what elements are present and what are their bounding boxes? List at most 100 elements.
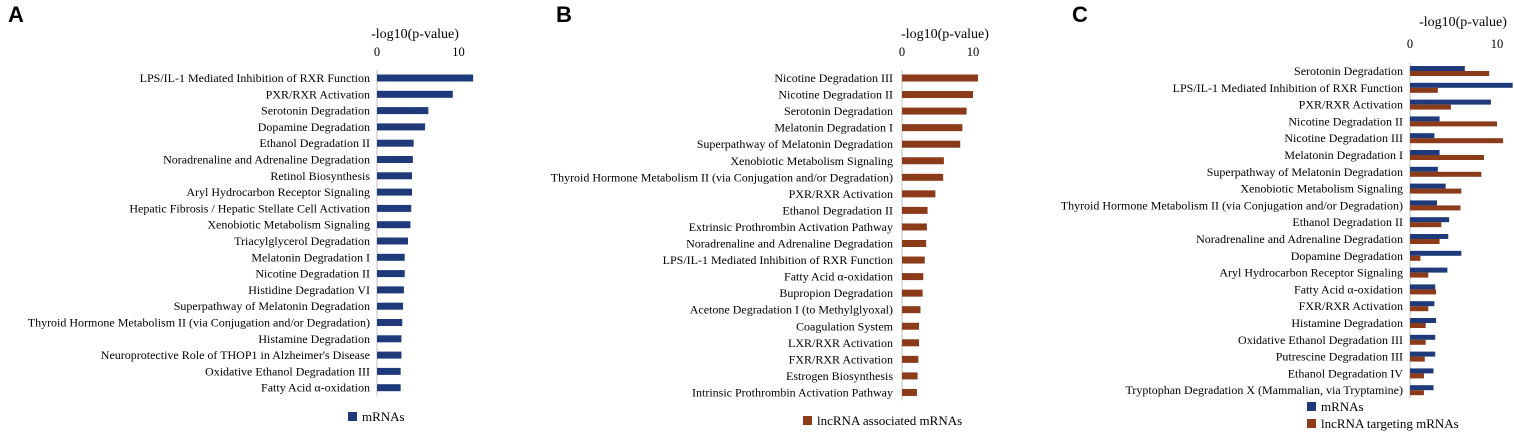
panel-a-axis-title: -log10(p-value) xyxy=(371,27,459,42)
panel-c-bar-lncrna-targeting-mrnas-tryptophan-degradation-x-mammalian-via-tryptamine xyxy=(1410,390,1424,396)
panel-b-category-label: Extrinsic Prothrombin Activation Pathway xyxy=(689,220,893,234)
panel-a-category-label: Dopamine Degradation xyxy=(258,120,370,134)
panel-c-bar-mrnas-histamine-degradation xyxy=(1410,318,1437,323)
panel-c-category-label: Thyroid Hormone Metabolism II (via Conju… xyxy=(1061,198,1403,212)
panel-a-bar-mrnas-retinol-biosynthesis xyxy=(377,172,413,180)
panel-c-bar-mrnas-xenobiotic-metabolism-signaling xyxy=(1410,183,1446,189)
panel-a-bar-mrnas-histamine-degradation xyxy=(377,335,402,343)
panel-c-bar-lncrna-targeting-mrnas-serotonin-degradation xyxy=(1410,71,1490,76)
panel-a-category-label: Retinol Biosynthesis xyxy=(270,169,370,183)
panel-c-category-label: Dopamine Degradation xyxy=(1291,249,1403,263)
panel-c-category-label: Nicotine Degradation II xyxy=(1288,114,1403,128)
legend-label-mrnas: mRNAs xyxy=(362,409,405,424)
panel-a-category-label: Histidine Degradation VI xyxy=(248,283,370,297)
panel-a-category-label: Nicotine Degradation II xyxy=(255,267,370,281)
panel-b-category-label: Coagulation System xyxy=(796,319,894,333)
panel-b-category-label: Noradrenaline and Adrenaline Degradation xyxy=(686,237,893,251)
panel-a-category-label: Noradrenaline and Adrenaline Degradation xyxy=(163,153,370,167)
panel-c-bar-mrnas-noradrenaline-and-adrenaline-degradation xyxy=(1410,234,1449,239)
panel-b-bar-lncrna-associated-mrnas-serotonin-degradation xyxy=(902,107,967,115)
panel-c-bar-mrnas-pxr-rxr-activation xyxy=(1410,99,1491,105)
legend-swatch-lncrna-targeting xyxy=(1307,419,1316,428)
panel-b-bar-lncrna-associated-mrnas-lps-il-1-mediated-inhibition-of-rxr-function xyxy=(902,256,925,264)
panel-a-category-label: Triacylglycerol Degradation xyxy=(234,234,370,248)
panel-c-bar-lncrna-targeting-mrnas-fxr-rxr-activation xyxy=(1410,306,1429,312)
panel-c-bar-lncrna-targeting-mrnas-lps-il-1-mediated-inhibition-of-rxr-function xyxy=(1410,87,1438,93)
panel-b-category-label: FXR/RXR Activation xyxy=(789,352,893,366)
panel-b-bar-lncrna-associated-mrnas-nicotine-degradation-ii xyxy=(902,91,973,99)
panel-c-category-label: Tryptophan Degradation X (Mammalian, via… xyxy=(1125,383,1403,397)
panel-c-bar-lncrna-targeting-mrnas-putrescine-degradation-iii xyxy=(1410,356,1425,362)
panel-a-bar-mrnas-fatty-acid-oxidation xyxy=(377,384,401,392)
panel-c-bar-lncrna-targeting-mrnas-ethanol-degradation-ii xyxy=(1410,222,1442,228)
panel-a-bar-mrnas-serotonin-degradation xyxy=(377,107,429,115)
panel-c-category-label: Superpathway of Melatonin Degradation xyxy=(1207,165,1403,179)
panel-c-plot: 0 10 Serotonin Degradation LPS/IL-1 Mediate… xyxy=(1061,37,1513,399)
panel-c-bar-mrnas-aryl-hydrocarbon-receptor-signaling xyxy=(1410,267,1448,273)
panel-a-bar-mrnas-histidine-degradation-vi xyxy=(377,286,404,294)
panel-b-bar-lncrna-associated-mrnas-extrinsic-prothrombin-activation-pathway xyxy=(902,223,927,231)
panel-b-bar-lncrna-associated-mrnas-estrogen-biosynthesis xyxy=(902,372,918,380)
panel-b-category-label: Melatonin Degradation I xyxy=(774,121,893,135)
panel-a-category-label: Aryl Hydrocarbon Receptor Signaling xyxy=(186,185,370,199)
panel-a-category-label: Superpathway of Melatonin Degradation xyxy=(174,299,370,313)
panel-a-plot: 0 10 LPS/IL-1 Mediated Inhibition of RXR F… xyxy=(28,45,474,396)
panel-b: B -log10(p-value) 0 10 Nicotine Degradatio… xyxy=(551,2,990,428)
panel-a-bar-mrnas-dopamine-degradation xyxy=(377,123,426,131)
panel-c-bar-lncrna-targeting-mrnas-melatonin-degradation-i xyxy=(1410,155,1484,160)
panel-b-plot: 0 10 Nicotine Degradation III Nicotine Degr… xyxy=(551,45,980,401)
panel-c-bar-mrnas-ethanol-degradation-iv xyxy=(1410,368,1434,374)
panel-c-bar-mrnas-superpathway-of-melatonin-degradation xyxy=(1410,166,1438,172)
panel-c-category-label: Aryl Hydrocarbon Receptor Signaling xyxy=(1219,266,1403,280)
panel-c-category-label: LPS/IL-1 Mediated Inhibition of RXR Func… xyxy=(1173,81,1403,95)
panel-c-bar-mrnas-fatty-acid-oxidation xyxy=(1410,284,1436,290)
panel-c-bar-lncrna-targeting-mrnas-nicotine-degradation-ii xyxy=(1410,121,1497,127)
panel-a-bar-mrnas-pxr-rxr-activation xyxy=(377,90,453,98)
panel-b-category-label: Fatty Acid α-oxidation xyxy=(784,270,893,284)
panel-a-bar-mrnas-neuroprotective-role-of-thop1-in-alzheimer-s-disease xyxy=(377,351,402,359)
panel-a-category-label: Serotonin Degradation xyxy=(261,104,370,118)
panel-a-bar-mrnas-noradrenaline-and-adrenaline-degradation xyxy=(377,156,413,163)
panel-a-category-label: PXR/RXR Activation xyxy=(266,87,370,101)
panel-a-letter: A xyxy=(8,2,24,27)
panel-a-category-label: Neuroprotective Role of THOP1 in Alzheim… xyxy=(101,348,370,362)
panel-a-tick-label-0: 0 xyxy=(374,45,380,59)
panel-a-bar-mrnas-aryl-hydrocarbon-receptor-signaling xyxy=(377,188,413,196)
panel-b-bar-lncrna-associated-mrnas-pxr-rxr-activation xyxy=(902,190,936,198)
panel-a-bar-mrnas-superpathway-of-melatonin-degradation xyxy=(377,302,404,310)
panel-b-category-label: Superpathway of Melatonin Degradation xyxy=(697,137,893,151)
panel-c-axis-title: -log10(p-value) xyxy=(1419,15,1507,30)
panel-a-bar-mrnas-nicotine-degradation-ii xyxy=(377,270,405,278)
panel-b-category-label: Bupropion Degradation xyxy=(779,286,893,300)
panel-c-bar-lncrna-targeting-mrnas-pxr-rxr-activation xyxy=(1410,104,1451,110)
panel-c-bar-lncrna-targeting-mrnas-noradrenaline-and-adrenaline-degradation xyxy=(1410,239,1440,244)
panel-a-bar-mrnas-triacylglycerol-degradation xyxy=(377,237,408,245)
panel-b-bar-lncrna-associated-mrnas-xenobiotic-metabolism-signaling xyxy=(902,157,944,165)
legend-swatch-mrnas-c xyxy=(1307,402,1316,411)
panel-a-category-label: Melatonin Degradation I xyxy=(251,250,370,264)
panel-b-bar-lncrna-associated-mrnas-nicotine-degradation-iii xyxy=(902,74,978,82)
panel-a-category-label: Histamine Degradation xyxy=(258,332,370,346)
panel-b-category-label: Serotonin Degradation xyxy=(784,104,893,118)
panel-b-tick-label-10: 10 xyxy=(967,45,980,59)
panel-a-category-label: Thyroid Hormone Metabolism II (via Conju… xyxy=(28,316,370,330)
panel-b-bar-lncrna-associated-mrnas-acetone-degradation-i-to-methylglyoxal xyxy=(902,306,921,314)
panel-c-bar-mrnas-putrescine-degradation-iii xyxy=(1410,351,1436,357)
panel-c-category-label: PXR/RXR Activation xyxy=(1299,98,1403,112)
panel-b-legend: lncRNA associated mRNAs xyxy=(803,413,962,428)
panel-a-category-label: Oxidative Ethanol Degradation III xyxy=(205,364,370,378)
panel-c-bar-mrnas-oxidative-ethanol-degradation-iii xyxy=(1410,334,1436,340)
panel-c-category-label: FXR/RXR Activation xyxy=(1299,299,1403,313)
panel-c-category-label: Histamine Degradation xyxy=(1291,316,1403,330)
panel-c-bar-lncrna-targeting-mrnas-histamine-degradation xyxy=(1410,323,1426,328)
legend-label-lncrna-associated: lncRNA associated mRNAs xyxy=(817,413,962,428)
panel-b-letter: B xyxy=(556,2,572,27)
panel-a: A -log10(p-value) 0 10 LPS/IL-1 Mediated I… xyxy=(8,2,474,424)
panel-b-category-label: LXR/RXR Activation xyxy=(788,336,893,350)
panel-c-bar-mrnas-lps-il-1-mediated-inhibition-of-rxr-function xyxy=(1410,82,1513,88)
panel-a-bar-mrnas-melatonin-degradation-i xyxy=(377,253,405,261)
panel-a-bar-mrnas-thyroid-hormone-metabolism-ii-via-conjugation-and-or-degradation xyxy=(377,319,403,326)
panel-c-category-label: Nicotine Degradation III xyxy=(1284,131,1403,145)
panel-b-bar-lncrna-associated-mrnas-coagulation-system xyxy=(902,322,920,330)
panel-c-bar-lncrna-targeting-mrnas-thyroid-hormone-metabolism-ii-via-conjugation-and-or-degradation xyxy=(1410,205,1461,211)
